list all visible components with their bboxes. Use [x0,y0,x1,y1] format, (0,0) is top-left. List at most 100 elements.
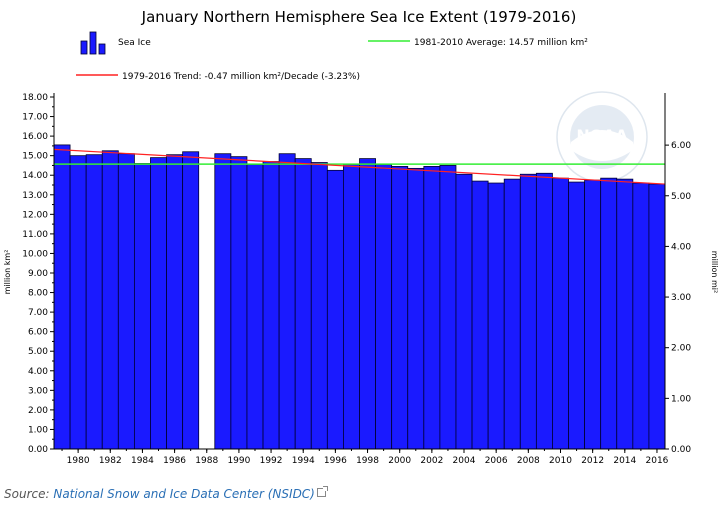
trend-line [53,148,666,185]
y-tick-label: 15.00 [22,152,48,162]
y-tick-label: 1.00 [28,425,48,435]
y-tick-label: 14.00 [22,171,48,181]
bar-1979 [53,144,71,450]
legend-average-label: 1981-2010 Average: 14.57 million km² [414,38,588,48]
x-tick-label: 2006 [485,456,508,466]
bar-1980 [69,155,87,450]
source-link[interactable]: National Snow and Ice Data Center (NSIDC… [53,487,315,501]
bar-1999 [375,164,393,450]
bar-1994 [294,158,312,450]
x-tick-label: 2000 [388,456,411,466]
y-tick-label: 17.00 [22,113,48,123]
x-tick-label: 1994 [292,456,315,466]
bar-1981 [85,154,103,450]
bar-2003 [439,165,457,450]
x-tick-label: 1998 [356,456,379,466]
y-tick-label: 13.00 [22,191,48,201]
y-tick-label: 18.00 [22,93,48,103]
x-tick-label: 1986 [163,456,186,466]
source-prefix: Source: [4,487,54,501]
y-tick-label: 6.00 [28,328,48,338]
bar-2004 [455,173,473,450]
noaa-logo: NOAA [556,91,648,183]
bar-1997 [343,164,360,450]
bar-2007 [503,178,521,450]
bar-1998 [359,158,376,450]
y2-tick-label: 4.00 [671,242,691,252]
bar-1987 [182,151,200,450]
y-tick-label: 7.00 [28,308,48,318]
bar-2010 [552,177,569,450]
y-axis-label: million km² [3,250,12,295]
y-tick-label: 3.00 [28,386,48,396]
legend-sea-ice-swatch [80,31,106,55]
x-tick-label: 2014 [613,456,636,466]
source-line: Source: National Snow and Ice Data Cente… [4,486,328,501]
y-tick-label: 12.00 [22,210,48,220]
bar-2012 [584,179,602,450]
y-tick-label: 10.00 [22,249,48,259]
x-tick-label: 2016 [646,456,669,466]
bar-2011 [568,181,586,450]
bar-2000 [391,166,409,450]
bar-2008 [519,173,537,450]
bar-series [53,144,666,450]
y-tick-label: 5.00 [28,347,48,357]
noaa-logo-text: NOAA [576,126,628,145]
x-tick-label: 2004 [453,456,476,466]
x-tick-label: 1996 [324,456,347,466]
bar-2014 [616,178,634,450]
y-tick-label: 16.00 [22,132,48,142]
y2-tick-label: 0.00 [671,445,691,455]
bar-2009 [535,172,553,450]
axes: 0.00 1.00 2.00 3.00 4.00 5.00 6.00 7.00 8.00 9.00… [22,93,691,466]
bar-2015 [632,182,650,450]
bar-1982 [101,150,119,450]
bar-1985 [150,157,167,450]
y-tick-label: 8.00 [28,289,48,299]
y-tick-label: 2.00 [28,406,48,416]
x-tick-label: 1984 [131,456,154,466]
y-tick-label: 11.00 [22,230,48,240]
x-tick-label: 1990 [227,456,250,466]
y-tick-label: 9.00 [28,269,48,279]
bar-1993 [278,153,296,450]
y2-tick-label: 1.00 [671,394,691,404]
x-tick-label: 1980 [67,456,90,466]
bar-1990 [230,156,248,450]
chart-title: January Northern Hemisphere Sea Ice Exte… [141,8,577,26]
x-tick-label: 2008 [517,456,540,466]
x-tick-label: 2010 [549,456,572,466]
y2-tick-label: 3.00 [671,293,691,303]
bar-1984 [133,163,151,450]
x-tick-label: 1988 [195,456,218,466]
bar-2006 [487,182,505,450]
y-tick-label: 4.00 [28,367,48,377]
bar-1983 [117,153,135,450]
bar-2016 [648,183,666,450]
bar-1996 [326,169,344,450]
x-tick-label: 2012 [581,456,604,466]
legend-sea-ice-label: Sea Ice [118,38,151,48]
bar-1992 [262,161,280,450]
x-tick-label: 2002 [420,456,443,466]
external-link-icon[interactable] [316,486,328,497]
y2-axis-label: million mi² [710,251,719,293]
bar-1989 [214,153,232,450]
bar-1986 [166,154,184,450]
x-tick-label: 1992 [260,456,283,466]
y-tick-label: 0.00 [28,445,48,455]
legend: Sea Ice 1981-2010 Average: 14.57 million… [76,31,588,82]
x-tick-label: 1982 [99,456,122,466]
bar-2002 [423,166,441,450]
bar-1991 [246,164,264,450]
y2-tick-label: 5.00 [671,192,691,202]
bar-2013 [600,177,618,450]
bar-2001 [407,167,425,450]
bar-1995 [310,162,328,450]
y2-tick-label: 2.00 [671,344,691,354]
legend-trend-label: 1979-2016 Trend: -0.47 million km²/Decad… [122,72,360,82]
bar-2005 [471,180,489,450]
y2-tick-label: 6.00 [671,141,691,151]
